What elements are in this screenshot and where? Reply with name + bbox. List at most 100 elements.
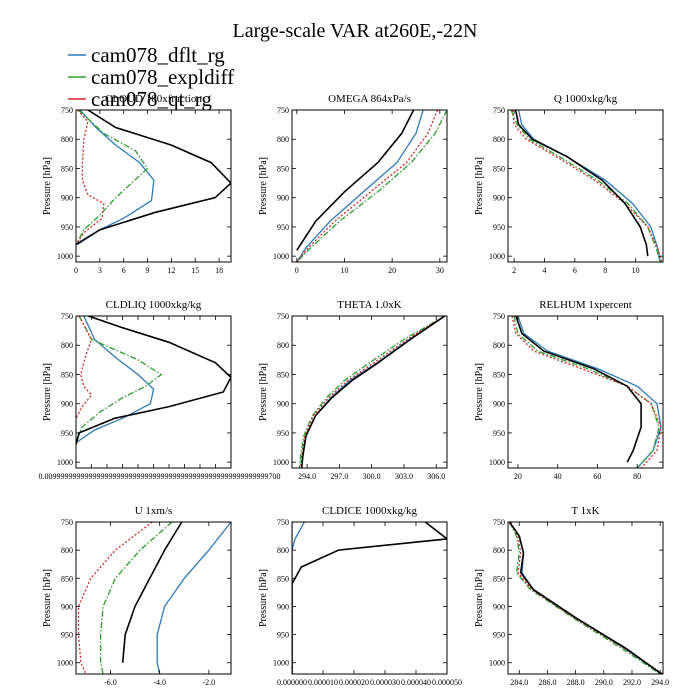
y-axis-label: Pressure [hPa] [474, 363, 485, 421]
legend-label-expldiff: cam078_expldiff [91, 65, 234, 89]
y-tick-label: 800 [493, 546, 505, 555]
y-tick-label: 900 [493, 194, 505, 203]
panel-t-1xk: T 1xK 750 800 850 900 950 1000 284.0 286.0 288.0 2… [474, 505, 669, 687]
x-tick-label: 0 [74, 266, 78, 275]
y-tick-label: 750 [61, 312, 73, 321]
y-tick-label: 800 [61, 341, 73, 350]
series-line-1 [76, 110, 149, 245]
plot-frame [291, 315, 448, 469]
panel-cldice-1000xkg-kg: CLDICE 1000xkg/kg 750 800 850 900 950 1000 0.00… [258, 505, 462, 687]
y-axis-label: Pressure [hPa] [42, 363, 53, 421]
y-tick-label: 900 [61, 400, 73, 409]
series-line-1 [296, 110, 447, 262]
y-tick-label: 1000 [489, 252, 505, 261]
series-line-0 [77, 110, 155, 246]
x-tick-label: 10 [340, 266, 348, 275]
x-tick-label: 0.000040 [401, 678, 431, 687]
y-tick-label: 950 [277, 429, 289, 438]
x-tick-label: 9 [146, 266, 150, 275]
panel-title: THETA 1.0xK [337, 299, 402, 311]
x-tick-label: 30 [436, 266, 444, 275]
series-line-0 [292, 522, 305, 674]
x-tick-label: -4.0 [153, 678, 166, 687]
x-tick-label: 6 [122, 266, 126, 275]
y-tick-label: 800 [277, 341, 289, 350]
x-tick-label: 0.000020 [339, 678, 369, 687]
x-tick-label: 20 [514, 472, 522, 481]
y-axis-label: Pressure [hPa] [474, 157, 485, 215]
y-tick-label: 850 [277, 370, 289, 379]
series-line-0 [508, 522, 662, 674]
y-tick-label: 950 [61, 631, 73, 640]
panel-title: CLDLIQ 1000xkg/kg [106, 299, 202, 311]
x-tick-label: 284.0 [510, 678, 528, 687]
series-line-3 [76, 110, 231, 246]
series-line-0 [156, 522, 231, 674]
x-tick-label: 300.0 [363, 472, 381, 481]
x-tick-label: 0.000000 [277, 678, 307, 687]
y-tick-label: 850 [493, 164, 505, 173]
y-tick-label: 850 [61, 370, 73, 379]
series-line-1 [508, 522, 661, 674]
panel-theta-1-0xk: THETA 1.0xK 750 800 850 900 950 1000 294.0 297.0… [258, 299, 448, 481]
y-tick-label: 1000 [489, 458, 505, 467]
x-tick-label: 20 [388, 266, 396, 275]
series-line-2 [76, 316, 93, 419]
y-axis-label: Pressure [hPa] [42, 157, 53, 215]
panel-relhum-1xpercent: RELHUM 1xpercent 750 800 850 900 950 1000 20 40 6… [474, 299, 664, 481]
series-line-0 [517, 110, 661, 262]
series-line-0 [301, 316, 446, 468]
y-tick-label: 850 [493, 370, 505, 379]
y-tick-label: 750 [493, 312, 505, 321]
y-tick-label: 950 [61, 223, 73, 232]
series-line-0 [517, 316, 662, 468]
y-tick-label: 950 [277, 223, 289, 232]
panel-u-1xm-s: U 1xm/s 750 800 850 900 950 1000 -6.0 -4.0 -2.0 Pr… [42, 505, 232, 687]
y-tick-label: 950 [493, 429, 505, 438]
y-axis-label: Pressure [hPa] [258, 569, 269, 627]
x-tick-label: 40 [554, 472, 562, 481]
y-tick-label: 800 [61, 135, 73, 144]
y-tick-label: 750 [61, 106, 73, 115]
plot-frame [507, 521, 664, 675]
x-tick-label: 290.0 [595, 678, 613, 687]
x-tick-label: 0.000030 [370, 678, 400, 687]
series-line-2 [76, 110, 105, 245]
y-tick-label: 800 [277, 546, 289, 555]
plot-frame [75, 109, 232, 263]
x-tick-label: 60 [593, 472, 601, 481]
series-line-1 [510, 110, 661, 262]
y-tick-label: 1000 [489, 659, 505, 668]
y-tick-label: 750 [493, 106, 505, 115]
x-tick-label: 3 [98, 266, 102, 275]
y-tick-label: 750 [277, 106, 289, 115]
plot-frame [291, 521, 448, 675]
y-tick-label: 800 [493, 135, 505, 144]
series-line-2 [296, 110, 439, 262]
y-tick-label: 900 [277, 602, 289, 611]
series-line-1 [298, 316, 446, 468]
legend-label-qt: cam078_qt_rg [91, 87, 212, 111]
x-tick-label: 8 [603, 266, 607, 275]
y-tick-label: 800 [493, 341, 505, 350]
series-line-2 [77, 522, 153, 674]
y-tick-label: 800 [277, 135, 289, 144]
y-tick-label: 900 [493, 602, 505, 611]
x-tick-label: 286.0 [538, 678, 556, 687]
y-tick-label: 1000 [57, 252, 73, 261]
x-tick-label: 15 [191, 266, 199, 275]
y-tick-label: 1000 [273, 458, 289, 467]
x-tick-label: 0 [295, 266, 299, 275]
y-tick-label: 1000 [57, 659, 73, 668]
panel-title: U 1xm/s [135, 505, 173, 517]
y-tick-label: 900 [493, 400, 505, 409]
y-tick-label: 850 [61, 164, 73, 173]
figure-title: Large-scale VAR at260E,-22N [233, 20, 478, 42]
x-tick-label: 306.0 [427, 472, 445, 481]
series-line-1 [99, 522, 173, 674]
x-tick-label: 303.0 [395, 472, 413, 481]
series-line-3 [121, 522, 183, 663]
x-tick-label: 4 [542, 266, 546, 275]
series-line-3 [296, 110, 415, 251]
